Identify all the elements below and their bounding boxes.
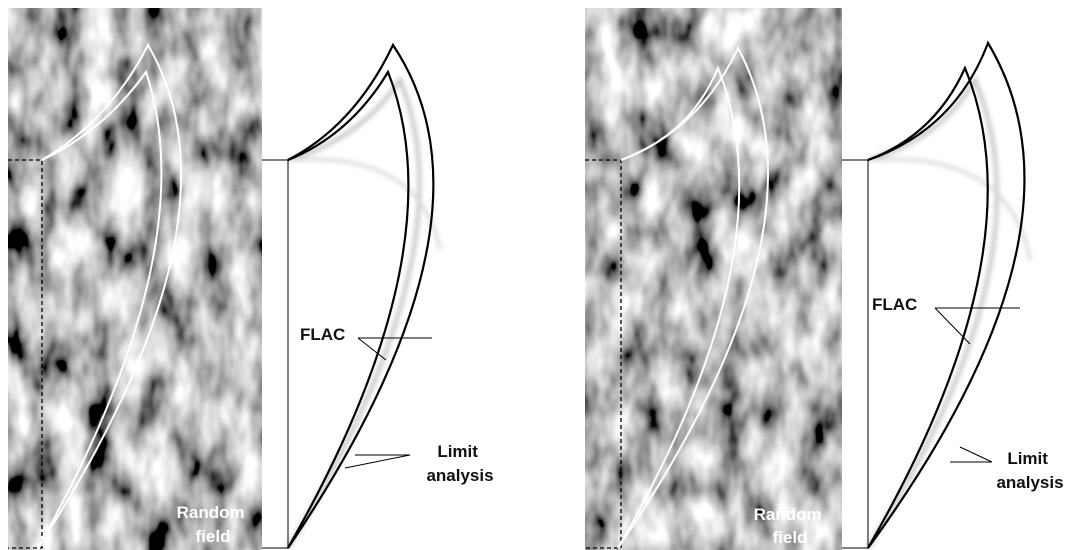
flac-curve xyxy=(37,69,163,549)
slope-boundary xyxy=(262,159,289,549)
label-line: Random xyxy=(177,503,245,522)
label-line: field xyxy=(196,527,231,546)
flac-curve xyxy=(867,65,989,549)
limit-curve xyxy=(867,40,1026,549)
limit-analysis-label: Limit analysis xyxy=(426,442,493,485)
flac-curve xyxy=(617,65,741,549)
label-line: analysis xyxy=(426,466,493,485)
random-field-label: Random field xyxy=(754,505,827,547)
label-line: Limit xyxy=(1007,449,1048,468)
limit-curve xyxy=(37,42,183,549)
label-line: analysis xyxy=(996,473,1063,492)
shear-band-shadow xyxy=(866,75,1032,550)
leader-line xyxy=(344,454,411,469)
panel-2: Random field FLAC Limit analysis xyxy=(585,8,1064,550)
flac-label: FLAC xyxy=(872,295,917,314)
leader-line xyxy=(950,446,993,463)
random-field xyxy=(585,8,842,550)
dashed-boundary xyxy=(8,159,43,549)
label-line: Random xyxy=(754,505,822,524)
shear-band-shadow xyxy=(286,75,442,550)
flac-label: FLAC xyxy=(300,325,345,344)
leader-line xyxy=(357,337,432,361)
random-field-label: Random field xyxy=(177,503,250,546)
random-field xyxy=(8,8,262,550)
leader-line xyxy=(934,307,1020,345)
dashed-boundary xyxy=(585,159,622,549)
flac-curve xyxy=(287,69,410,549)
label-line: field xyxy=(773,528,808,547)
slope-boundary xyxy=(842,159,869,549)
limit-analysis-label: Limit analysis xyxy=(996,449,1063,492)
limit-curve xyxy=(287,42,435,549)
panel-1: Random field FLAC Limit analysis xyxy=(8,8,494,550)
limit-curve xyxy=(617,45,769,549)
label-line: Limit xyxy=(437,442,478,461)
